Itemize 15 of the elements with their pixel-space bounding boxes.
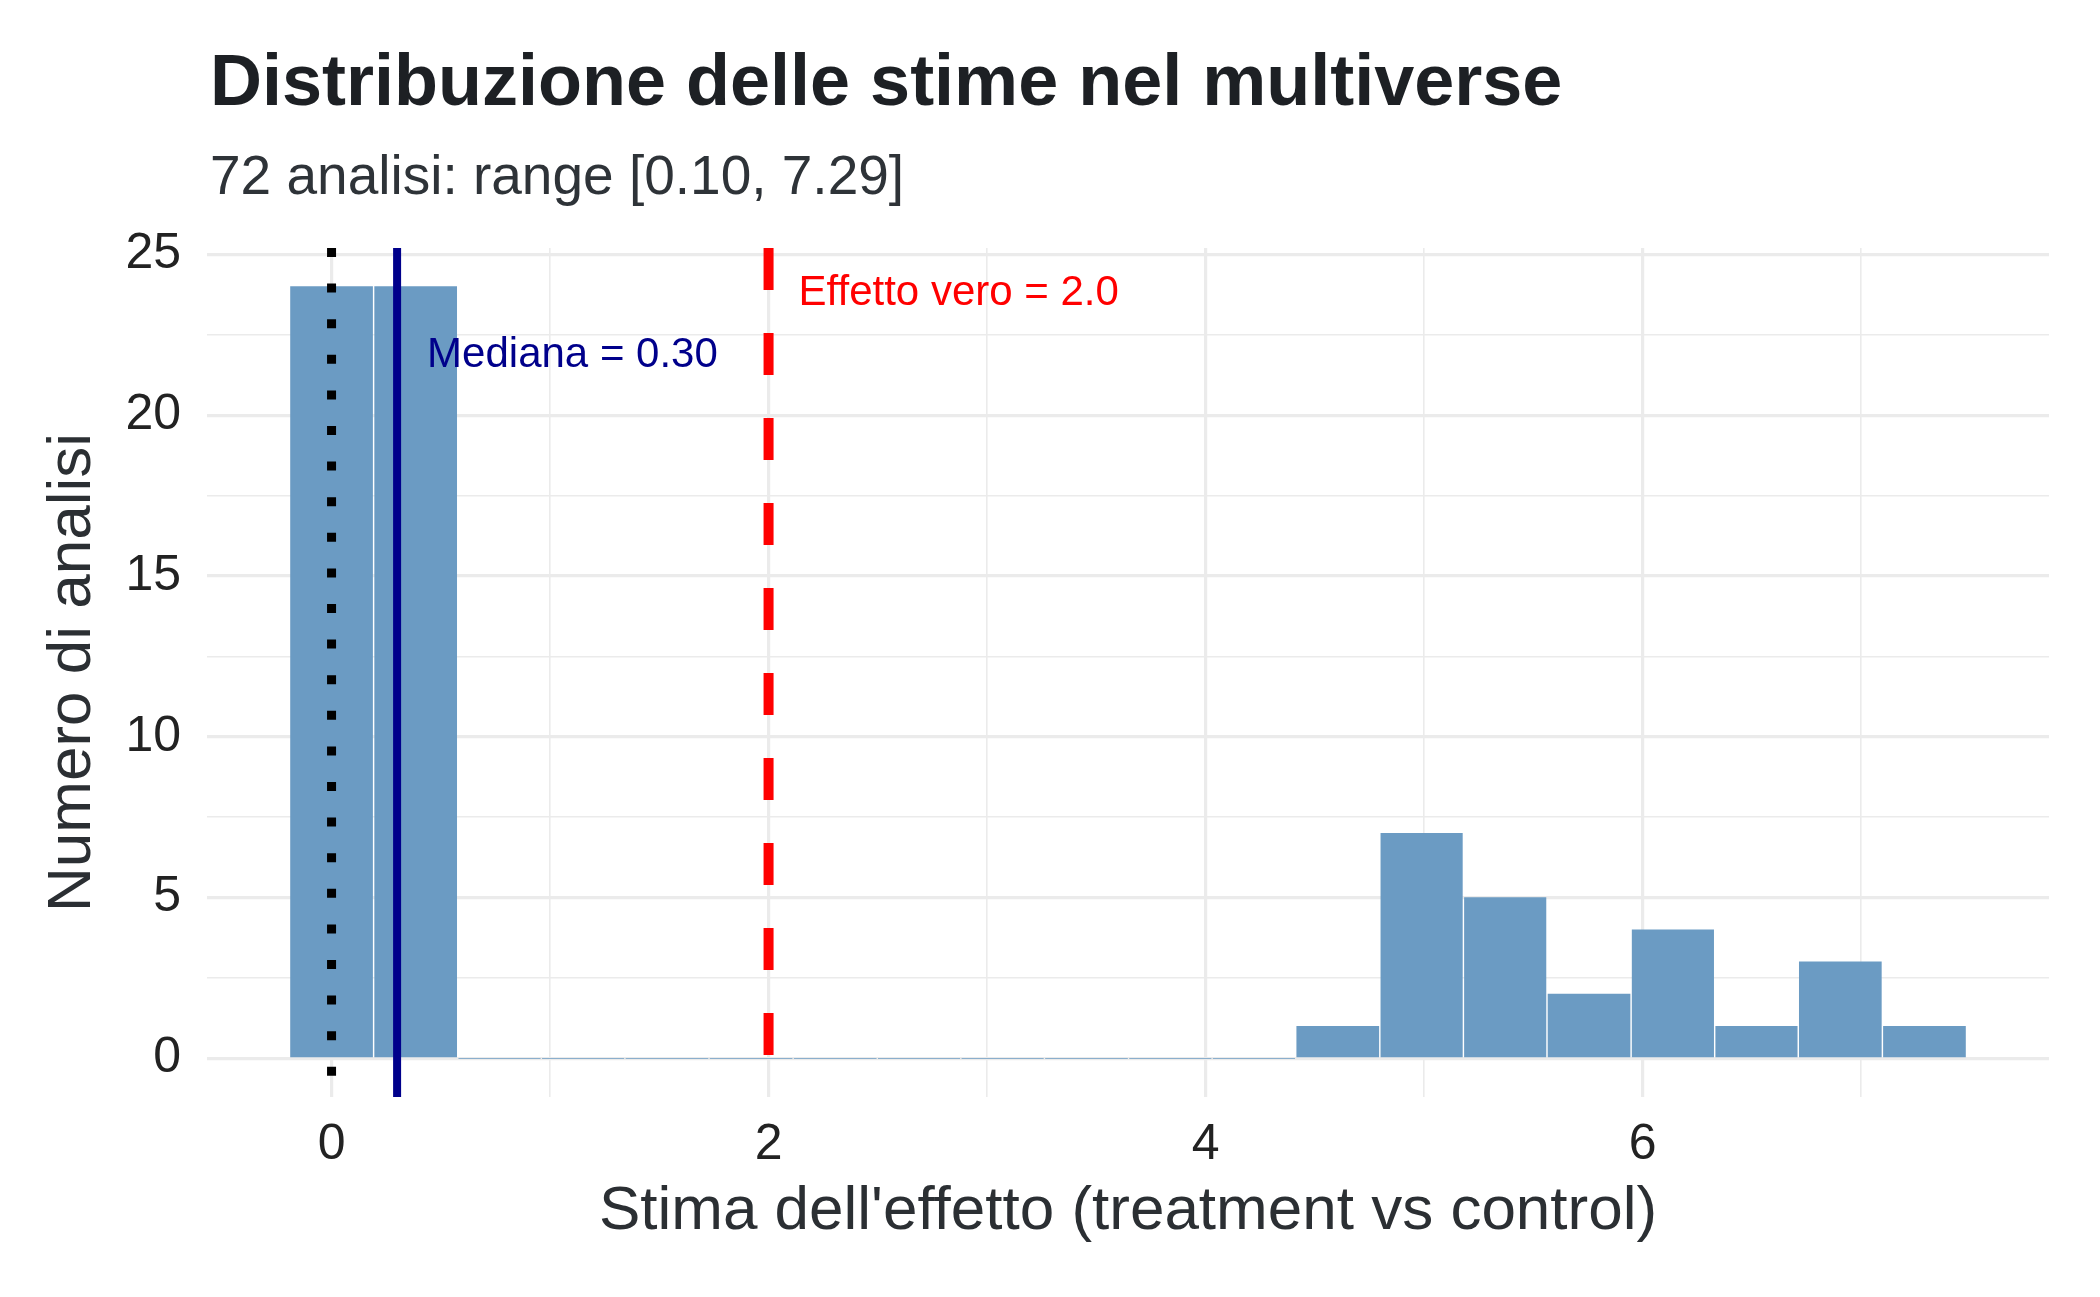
y-tick-label: 10 xyxy=(125,705,181,762)
chart-subtitle: 72 analisi: range [0.10, 7.29] xyxy=(210,144,905,206)
x-tick-label: 4 xyxy=(1191,1113,1220,1170)
x-tick-label: 2 xyxy=(754,1113,783,1170)
y-tick-label: 25 xyxy=(125,223,181,280)
x-axis-title: Stima dell'effetto (treatment vs control) xyxy=(598,1172,1658,1242)
chart-title: Distribuzione delle stime nel multiverse xyxy=(210,40,1563,120)
x-tick-label: 0 xyxy=(317,1113,346,1170)
y-tick-label: 15 xyxy=(125,544,181,601)
y-axis-title: Numero di analisi xyxy=(34,433,104,912)
x-tick-label: 6 xyxy=(1628,1113,1657,1170)
ref-line-label: Effetto vero = 2.0 xyxy=(798,266,1119,314)
y-tick-label: 5 xyxy=(153,866,181,923)
y-tick-label: 20 xyxy=(125,384,181,441)
y-tick-label: 0 xyxy=(153,1027,181,1084)
